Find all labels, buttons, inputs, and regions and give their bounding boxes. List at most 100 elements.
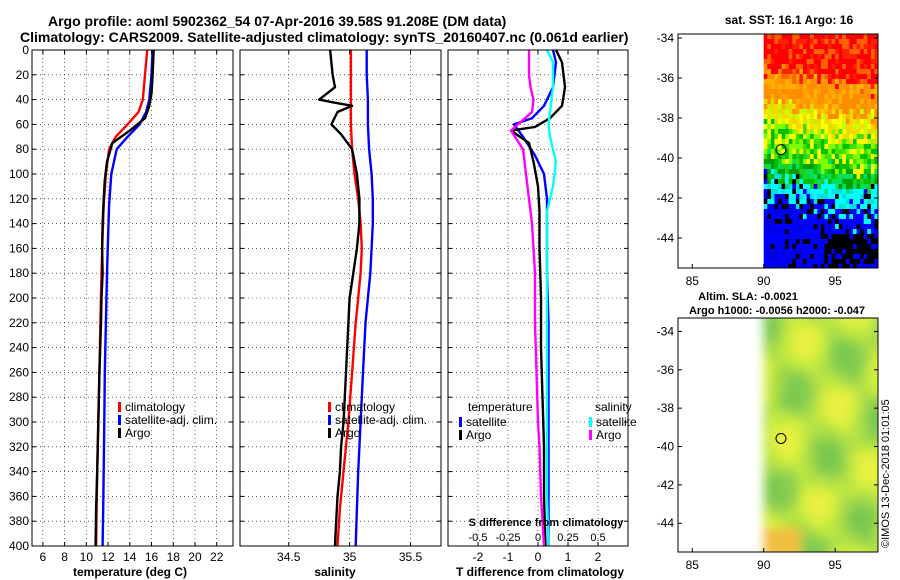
sla-cell bbox=[806, 375, 812, 383]
sst-cell bbox=[813, 249, 818, 255]
sst-cell bbox=[867, 119, 872, 125]
sla-cell bbox=[834, 502, 840, 509]
sla-cell bbox=[858, 527, 864, 535]
sst-cell bbox=[781, 44, 786, 50]
sst-cell bbox=[853, 109, 858, 115]
sst-cell bbox=[799, 79, 804, 85]
sst-cell bbox=[831, 144, 836, 150]
sla-cell bbox=[763, 445, 769, 452]
sst-cell bbox=[828, 154, 833, 160]
sst-cell bbox=[842, 224, 847, 230]
sst-cell bbox=[824, 49, 829, 55]
sla-cell bbox=[839, 413, 845, 421]
sla-cell bbox=[801, 451, 807, 459]
sst-cell bbox=[845, 254, 850, 260]
sla-cell bbox=[882, 344, 887, 351]
sst-cell bbox=[817, 84, 822, 90]
sla-cell bbox=[839, 483, 845, 490]
sla-cell bbox=[820, 495, 826, 503]
sla-cell bbox=[768, 375, 774, 383]
sst-cell bbox=[874, 114, 878, 120]
sla-cell bbox=[815, 419, 821, 427]
sla-cell bbox=[825, 394, 831, 402]
sst-cell bbox=[867, 174, 872, 180]
sla-cell bbox=[806, 521, 812, 528]
sst-cell bbox=[831, 259, 836, 265]
sst-cell bbox=[860, 224, 865, 230]
sla-cell bbox=[853, 464, 859, 471]
sla-cell bbox=[834, 483, 840, 490]
sst-cell bbox=[824, 174, 829, 180]
sst-cell bbox=[863, 144, 868, 150]
sla-cell bbox=[858, 546, 864, 552]
sst-cell bbox=[842, 44, 847, 50]
sst-cell bbox=[795, 149, 800, 155]
sla-cell bbox=[806, 508, 812, 516]
sst-cell bbox=[810, 209, 815, 215]
sla-cell bbox=[815, 521, 821, 528]
sla-cell bbox=[782, 343, 788, 351]
sla-cell bbox=[792, 375, 798, 383]
sst-cell bbox=[863, 54, 868, 60]
sla-cell bbox=[806, 476, 812, 484]
sst-cell bbox=[774, 74, 779, 80]
sst-cell bbox=[795, 154, 800, 160]
sst-cell bbox=[799, 244, 804, 250]
sst-cell bbox=[824, 239, 829, 245]
sst-cell bbox=[838, 159, 843, 165]
sst-cell bbox=[824, 94, 829, 100]
sst-cell bbox=[824, 99, 829, 105]
sla-cell bbox=[867, 495, 873, 503]
sla-cell bbox=[829, 495, 835, 503]
sst-cell bbox=[853, 219, 858, 225]
sst-cell bbox=[810, 189, 815, 195]
sla-cell bbox=[876, 343, 878, 351]
sst-cell bbox=[860, 229, 865, 235]
sla-cell bbox=[792, 331, 798, 338]
sst-cell bbox=[842, 199, 847, 205]
sla-cell bbox=[801, 502, 807, 509]
sst-cell bbox=[817, 199, 822, 205]
sla-cell bbox=[867, 413, 873, 421]
sst-cell bbox=[824, 74, 829, 80]
sla-cell bbox=[882, 376, 887, 383]
sla-cell bbox=[872, 533, 878, 541]
sst-cell bbox=[842, 129, 847, 135]
sst-cell bbox=[860, 59, 865, 65]
sla-cell bbox=[801, 419, 807, 427]
sla-cell bbox=[867, 419, 873, 427]
sst-cell bbox=[770, 99, 775, 105]
sla-cell bbox=[815, 464, 821, 471]
sst-cell bbox=[763, 164, 768, 170]
sst-cell bbox=[806, 264, 811, 268]
sla-cell bbox=[867, 350, 873, 357]
sst-cell bbox=[817, 104, 822, 110]
sst-cell bbox=[849, 89, 854, 95]
sst-cell bbox=[767, 129, 772, 135]
sla-cell bbox=[862, 533, 868, 541]
sla-cell bbox=[882, 445, 887, 452]
sst-cell bbox=[870, 44, 875, 50]
sst-cell bbox=[795, 119, 800, 125]
sst-cell bbox=[849, 229, 854, 235]
sla-cell bbox=[787, 495, 793, 503]
sla-cell bbox=[763, 419, 769, 427]
sst-cell bbox=[870, 84, 875, 90]
sst-cell bbox=[795, 74, 800, 80]
sst-cell bbox=[874, 89, 878, 95]
sla-cell bbox=[862, 464, 868, 471]
sla-cell bbox=[773, 470, 779, 478]
sst-cell bbox=[853, 104, 858, 110]
sla-cell bbox=[806, 527, 812, 535]
sla-cell bbox=[867, 470, 873, 478]
sst-cell bbox=[820, 179, 825, 185]
sla-cell bbox=[810, 464, 817, 471]
sst-cell bbox=[763, 89, 768, 95]
legend-swatch-climatology bbox=[118, 402, 121, 412]
sst-cell bbox=[820, 264, 825, 268]
sst-cell bbox=[785, 69, 790, 75]
sla-cell bbox=[876, 457, 878, 465]
sst-cell bbox=[831, 104, 836, 110]
sla-cell bbox=[806, 502, 812, 509]
sla-cell bbox=[768, 350, 774, 357]
